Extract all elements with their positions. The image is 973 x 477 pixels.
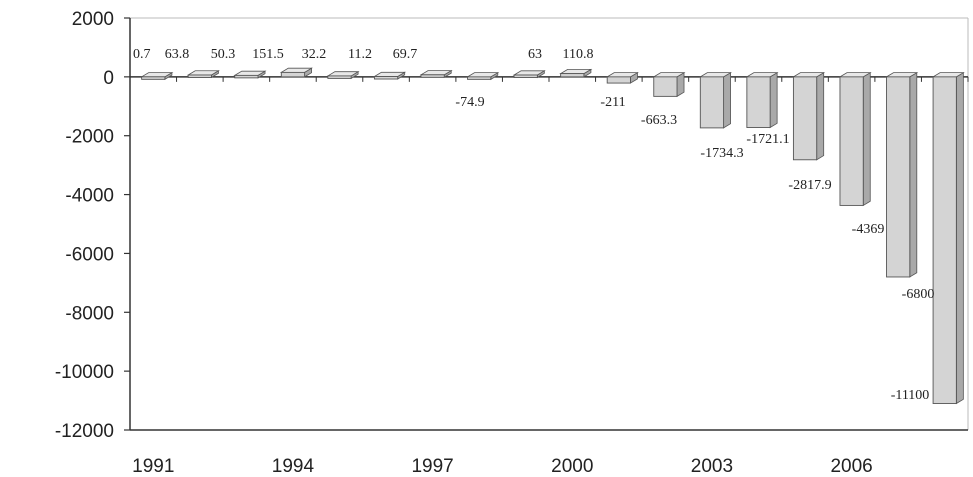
bar-front-face: [373, 76, 399, 80]
bar-front-face: [187, 74, 212, 78]
bar-2000: [559, 68, 593, 78]
bar-front-face: [327, 75, 352, 79]
bar-2006: [838, 71, 872, 207]
data-label-1993: 50.3: [211, 47, 236, 62]
bar-side-face: [723, 71, 731, 129]
bar-side-face: [816, 71, 825, 161]
data-labels: 0.7 63.8 50.3 151.5 32.2 11.2 69.7 -74.9 63 110.8…: [133, 47, 934, 403]
y-tick-label: -4000: [65, 186, 114, 207]
data-label-1996: 11.2: [348, 47, 372, 62]
x-tick-label: 1997: [411, 456, 453, 477]
bar-front-face: [467, 76, 492, 80]
data-label-2008: -11100: [891, 388, 930, 403]
bar-2008: [931, 71, 965, 405]
bar-side-face: [955, 71, 964, 405]
bar-1995: [326, 71, 360, 80]
data-label-1995: 32.2: [302, 47, 327, 62]
x-tick-label: 1991: [132, 456, 174, 477]
bar-front-face: [792, 76, 818, 161]
bar-2005: [791, 71, 826, 161]
data-label-1992: 63.8: [165, 47, 190, 62]
x-axis: 1991 1994 1997 2000 2003 2006: [129, 76, 969, 477]
bar-2004: [745, 71, 779, 129]
y-tick-label: -2000: [65, 127, 114, 148]
bar-2002: [652, 71, 686, 98]
data-label-2005: -2817.9: [788, 178, 831, 193]
bar-1998: [466, 71, 500, 81]
x-tick-label: 2003: [691, 456, 733, 477]
bar-1994: [279, 67, 314, 78]
data-label-2001: -211: [600, 95, 625, 110]
bar-side-face: [909, 71, 918, 278]
y-tick-label: -6000: [65, 244, 114, 265]
bar-front-face: [699, 76, 725, 129]
bar-front-face: [886, 76, 911, 278]
bar-front-face: [560, 73, 585, 78]
data-label-2003: -1734.3: [700, 146, 743, 161]
bar-2007: [885, 71, 919, 278]
bar-1996: [372, 71, 407, 80]
y-tick-label: -10000: [55, 362, 114, 383]
data-label-1997: 69.7: [393, 47, 418, 62]
data-label-2002: -663.3: [641, 113, 677, 128]
y-tick-label: -12000: [55, 421, 114, 442]
bar-front-face: [420, 74, 445, 78]
y-axis: 2000 0 -2000 -4000 -6000 -8000 -10000 -12000: [55, 9, 969, 442]
y-tick-label: -8000: [65, 303, 114, 324]
bar-1991: [140, 71, 174, 81]
data-label-1998: -74.9: [455, 95, 484, 110]
x-tick-label: 1994: [272, 456, 315, 477]
bar-front-face: [606, 76, 631, 84]
bar-front-face: [234, 74, 259, 79]
bar-front-face: [653, 76, 678, 97]
bar-front-face: [839, 76, 864, 206]
bars: [140, 67, 965, 405]
data-label-1999: 63: [528, 47, 542, 62]
bar-1997: [419, 69, 453, 79]
bar-1992: [186, 70, 220, 79]
bar-front-face: [746, 76, 771, 128]
y-tick-label: 2000: [72, 9, 114, 30]
bar-front-face: [932, 76, 957, 404]
bar-1999: [512, 70, 546, 79]
data-label-2006: -4369: [852, 222, 885, 237]
data-label-1994: 151.5: [252, 47, 284, 62]
y-tick-label: 0: [103, 68, 114, 89]
data-label-2000: 110.8: [563, 47, 594, 62]
data-label-2004: -1721.1: [746, 132, 789, 147]
data-label-2007: -6800: [902, 287, 935, 302]
bar-2003: [698, 71, 733, 129]
bar-1993: [233, 70, 267, 79]
x-tick-label: 2000: [551, 456, 593, 477]
bar-2001: [605, 71, 639, 84]
bar-front-face: [280, 71, 306, 78]
x-tick-label: 2006: [830, 456, 872, 477]
bar-front-face: [513, 74, 538, 78]
bar-side-face: [862, 71, 871, 207]
bar-front-face: [141, 76, 166, 80]
data-label-1991: 0.7: [133, 47, 151, 62]
bar-side-face: [769, 71, 778, 129]
